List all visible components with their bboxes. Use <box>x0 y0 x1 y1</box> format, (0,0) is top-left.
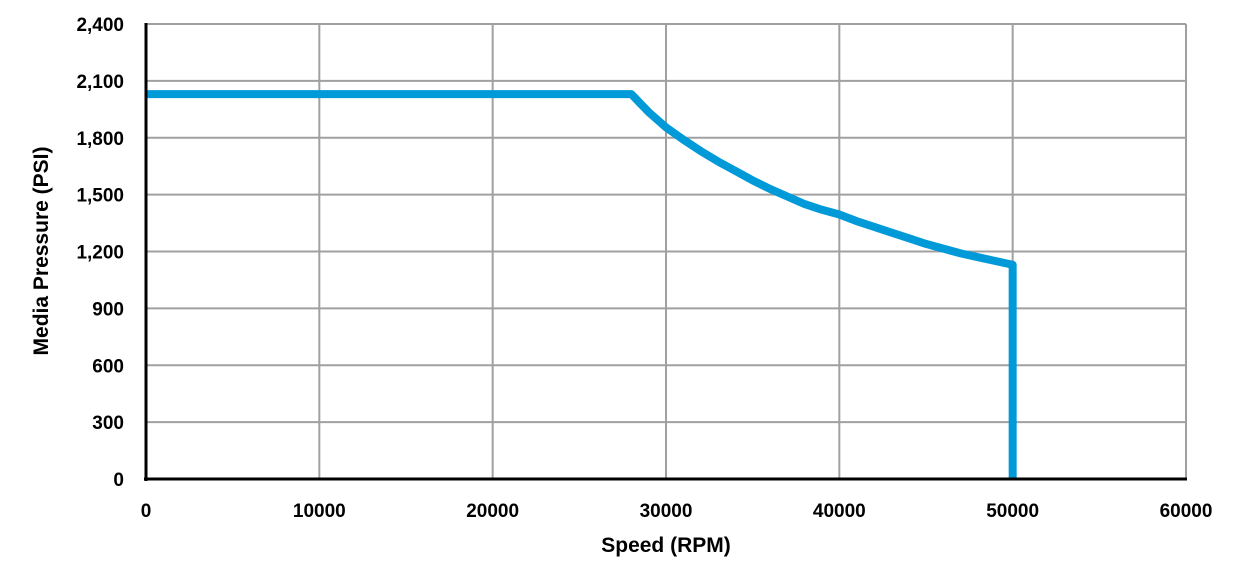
series-line <box>146 90 1017 479</box>
y-tick-label: 600 <box>92 356 124 377</box>
x-axis-label: Speed (RPM) <box>601 534 731 557</box>
x-tick-label: 10000 <box>293 501 346 522</box>
series-polyline <box>146 90 1017 479</box>
gridlines <box>146 23 1187 479</box>
x-tick-label: 60000 <box>1160 501 1213 522</box>
x-tick-label: 20000 <box>466 501 519 522</box>
y-tick-label: 2,400 <box>76 15 124 36</box>
x-tick-label: 30000 <box>640 501 693 522</box>
x-tick-labels: 0 10000 20000 30000 40000 50000 60000 <box>141 501 1213 522</box>
y-tick-label: 1,500 <box>76 186 124 207</box>
x-tick-label: 0 <box>141 501 152 522</box>
y-tick-label: 300 <box>92 413 124 434</box>
y-tick-label: 900 <box>92 299 124 320</box>
y-tick-label: 1,200 <box>76 243 124 264</box>
y-tick-label: 0 <box>113 470 124 491</box>
y-tick-label: 1,800 <box>76 129 124 150</box>
y-axis-label: Media Pressure (PSI) <box>30 147 53 356</box>
y-tick-labels: 0 300 600 900 1,200 1,500 1,800 2,100 2,400 <box>76 15 124 491</box>
y-tick-label: 2,100 <box>76 72 124 93</box>
x-tick-label: 40000 <box>813 501 866 522</box>
axes <box>144 23 1187 481</box>
x-tick-label: 50000 <box>986 501 1039 522</box>
